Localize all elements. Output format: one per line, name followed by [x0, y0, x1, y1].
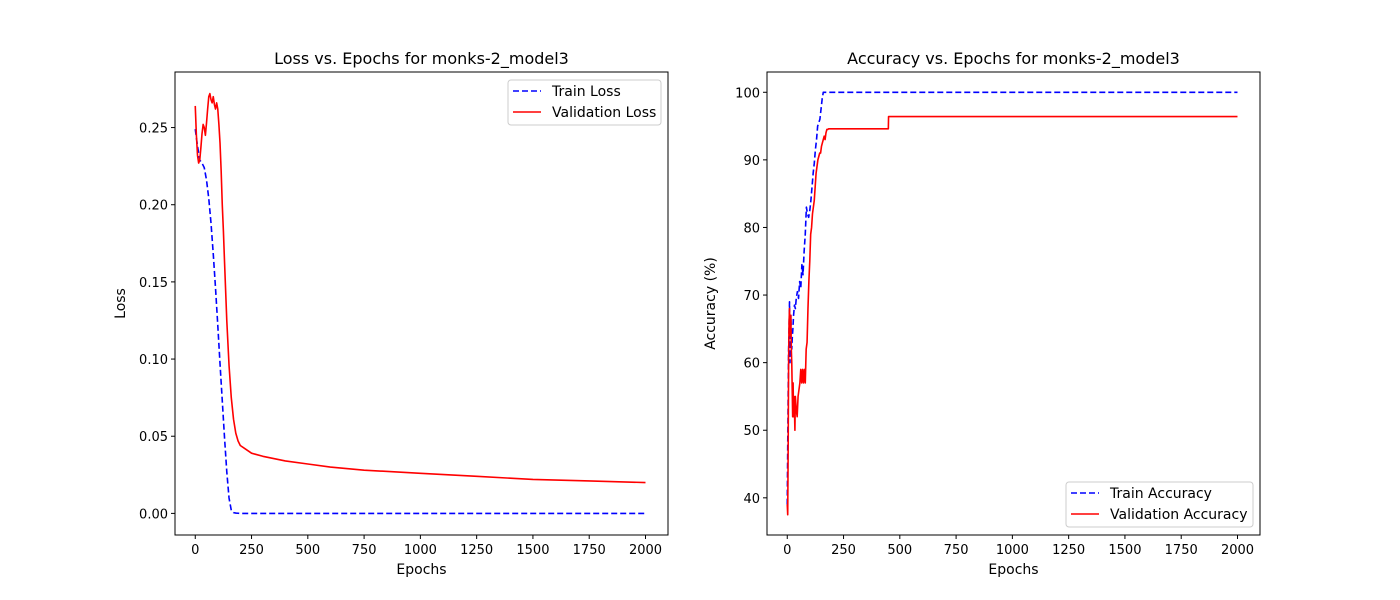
x-tick-label: 2000: [629, 543, 662, 558]
y-axis-label: Accuracy (%): [703, 257, 719, 350]
y-tick-label: 0.00: [139, 507, 168, 522]
legend: Train Accuracy Validation Accuracy: [1065, 481, 1254, 528]
legend-box: [1065, 481, 1254, 528]
x-tick-label: 0: [191, 543, 199, 558]
x-tick-label: 1000: [404, 543, 437, 558]
y-tick-label: 0.25: [139, 122, 168, 137]
y-tick-label: 40: [743, 492, 760, 507]
accuracy-chart: Accuracy vs. Epochs for monks-2_model3 Ep…: [703, 49, 1261, 578]
x-tick-label: 750: [944, 543, 969, 558]
y-tick-label: 90: [743, 154, 760, 169]
x-tick-label: 750: [352, 543, 377, 558]
legend-label: Validation Loss: [552, 105, 656, 121]
x-tick-label: 500: [887, 543, 912, 558]
y-tick-label: 50: [743, 424, 760, 439]
x-tick-label: 1250: [460, 543, 493, 558]
y-tick-label: 0.10: [139, 353, 168, 368]
legend-label: Train Accuracy: [1109, 486, 1212, 502]
series-line-validation-accuracy: [786, 115, 1238, 516]
legend-label: Train Loss: [551, 84, 621, 100]
x-tick-label: 1500: [1108, 543, 1141, 558]
x-axis-label: Epochs: [396, 562, 446, 578]
series-line-train-loss: [194, 128, 646, 515]
x-tick-label: 1250: [1052, 543, 1085, 558]
series-line-validation-loss: [194, 92, 646, 484]
x-axis-label: Epochs: [988, 562, 1038, 578]
legend-box: [507, 79, 662, 126]
y-tick-label: 100: [735, 86, 760, 101]
legend: Train Loss Validation Loss: [507, 79, 662, 126]
loss-chart: Loss vs. Epochs for monks-2_model3 Epochs…: [113, 49, 669, 578]
x-tick-label: 1500: [516, 543, 549, 558]
x-tick-label: 250: [239, 543, 264, 558]
chart-title: Accuracy vs. Epochs for monks-2_model3: [847, 49, 1180, 69]
series-line-train-accuracy: [786, 91, 1238, 505]
x-tick-label: 1000: [996, 543, 1029, 558]
y-tick-label: 0.20: [139, 199, 168, 214]
y-tick-label: 70: [743, 289, 760, 304]
x-tick-label: 1750: [573, 543, 606, 558]
y-axis-label: Loss: [113, 288, 129, 319]
plot-frame: [766, 71, 1261, 536]
y-tick-label: 0.05: [139, 430, 168, 445]
plot-frame: [174, 71, 669, 536]
y-tick-label: 60: [743, 357, 760, 372]
x-tick-label: 1750: [1165, 543, 1198, 558]
x-tick-label: 500: [295, 543, 320, 558]
y-tick-label: 80: [743, 221, 760, 236]
chart-title: Loss vs. Epochs for monks-2_model3: [274, 49, 569, 69]
y-tick-label: 0.15: [139, 276, 168, 291]
x-tick-label: 0: [783, 543, 791, 558]
x-tick-label: 2000: [1221, 543, 1254, 558]
x-tick-label: 250: [831, 543, 856, 558]
legend-label: Validation Accuracy: [1110, 507, 1248, 523]
